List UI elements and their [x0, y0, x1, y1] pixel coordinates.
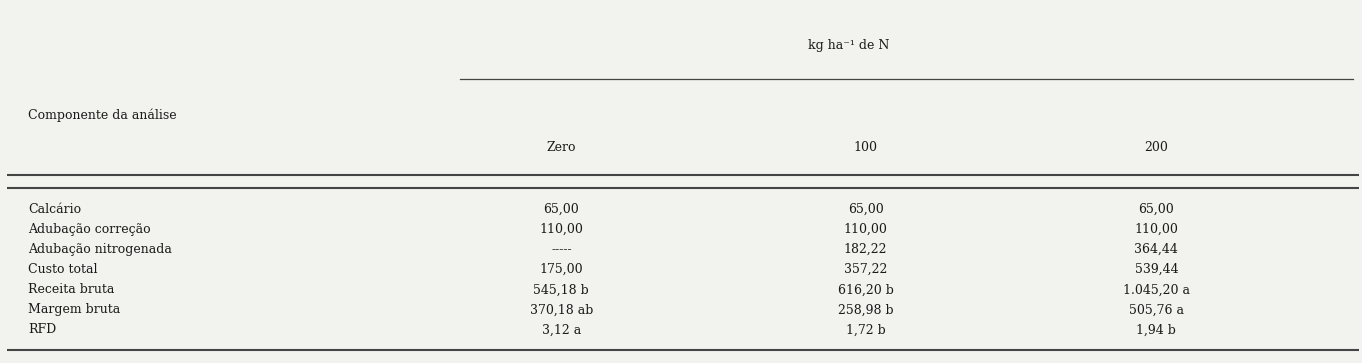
Text: 258,98 b: 258,98 b — [838, 303, 893, 317]
Text: kg ha⁻¹ de N: kg ha⁻¹ de N — [808, 39, 889, 52]
Text: 3,12 a: 3,12 a — [542, 323, 582, 337]
Text: 100: 100 — [854, 141, 877, 154]
Text: 110,00: 110,00 — [1135, 223, 1178, 236]
Text: 65,00: 65,00 — [847, 203, 884, 216]
Text: RFD: RFD — [29, 323, 57, 337]
Text: Componente da análise: Componente da análise — [29, 108, 177, 122]
Text: 545,18 b: 545,18 b — [534, 283, 590, 296]
Text: 65,00: 65,00 — [543, 203, 579, 216]
Text: 175,00: 175,00 — [539, 263, 583, 276]
Text: -----: ----- — [552, 243, 572, 256]
Text: 1,72 b: 1,72 b — [846, 323, 885, 337]
Text: Calcário: Calcário — [29, 203, 82, 216]
Text: Adubação nitrogenada: Adubação nitrogenada — [29, 243, 173, 256]
Text: 616,20 b: 616,20 b — [838, 283, 893, 296]
Text: 65,00: 65,00 — [1139, 203, 1174, 216]
Text: Zero: Zero — [546, 141, 576, 154]
Text: Adubação correção: Adubação correção — [29, 223, 151, 236]
Text: Custo total: Custo total — [29, 263, 98, 276]
Text: 200: 200 — [1144, 141, 1169, 154]
Text: 370,18 ab: 370,18 ab — [530, 303, 592, 317]
Text: Receita bruta: Receita bruta — [29, 283, 114, 296]
Text: 1,94 b: 1,94 b — [1136, 323, 1177, 337]
Text: 539,44: 539,44 — [1135, 263, 1178, 276]
Text: 505,76 a: 505,76 a — [1129, 303, 1184, 317]
Text: 110,00: 110,00 — [539, 223, 583, 236]
Text: 110,00: 110,00 — [843, 223, 888, 236]
Text: 1.045,20 a: 1.045,20 a — [1122, 283, 1190, 296]
Text: Margem bruta: Margem bruta — [29, 303, 121, 317]
Text: 182,22: 182,22 — [844, 243, 888, 256]
Text: 357,22: 357,22 — [844, 263, 887, 276]
Text: 364,44: 364,44 — [1135, 243, 1178, 256]
